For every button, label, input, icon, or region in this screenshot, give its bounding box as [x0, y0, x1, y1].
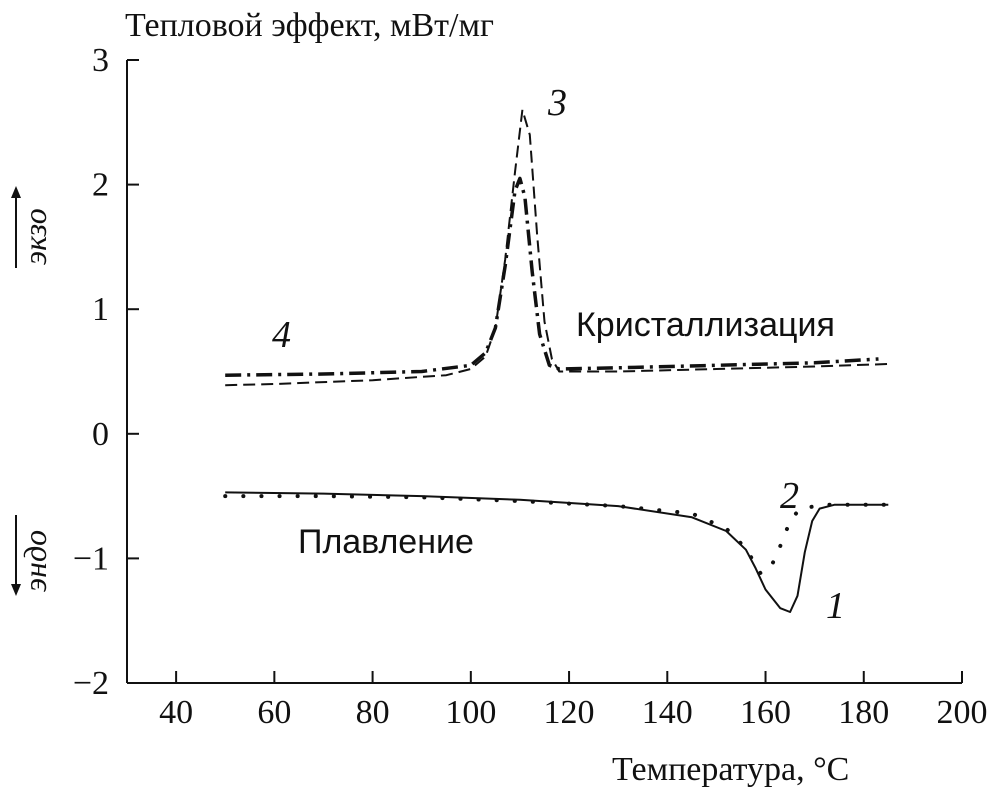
series-label-2: 2: [780, 475, 799, 517]
series-labels: 1 2 3 4: [272, 82, 845, 627]
y-tick-label: 3: [92, 42, 109, 79]
x-tick-label: 120: [544, 694, 595, 731]
endo-arrow-icon: [11, 515, 21, 596]
x-tick-label: 200: [937, 694, 988, 731]
axes: 3 2 1 0 −1 −2 40 60 80 100 120 140 160 180 200: [73, 42, 988, 731]
series-label-1: 1: [826, 585, 845, 627]
series-line-1: [225, 491, 889, 613]
x-tick-label: 80: [356, 694, 390, 731]
exo-annotation: экзо: [17, 208, 53, 265]
exo-arrow-icon: [11, 186, 21, 268]
crystallization-label: Кристаллизация: [576, 306, 835, 344]
x-tick-label: 160: [740, 694, 791, 731]
exo-label: экзо: [17, 208, 53, 265]
melting-label: Плавление: [298, 523, 474, 561]
series-line-4: [225, 176, 879, 377]
series-group: [223, 108, 891, 613]
y-tick-label: −1: [73, 540, 109, 577]
x-axis-label: Температура, °C: [612, 751, 849, 788]
x-tick-label: 100: [445, 694, 496, 731]
endo-annotation: эндо: [17, 530, 53, 592]
endo-label: эндо: [17, 530, 53, 592]
y-tick-label: 0: [92, 416, 109, 453]
y-axis-label: Тепловой эффект, мВт/мг: [125, 7, 494, 44]
x-tick-label: 180: [838, 694, 889, 731]
x-tick-label: 140: [642, 694, 693, 731]
y-tick-label: 2: [92, 167, 109, 204]
y-tick-label: 1: [92, 291, 109, 328]
series-label-3: 3: [547, 82, 567, 124]
series-line-3: [225, 108, 889, 387]
x-tick-label: 60: [257, 694, 291, 731]
y-tick-label: −2: [73, 665, 109, 702]
series-label-4: 4: [272, 314, 291, 356]
series-line-2: [223, 494, 891, 576]
x-tick-label: 40: [159, 694, 193, 731]
